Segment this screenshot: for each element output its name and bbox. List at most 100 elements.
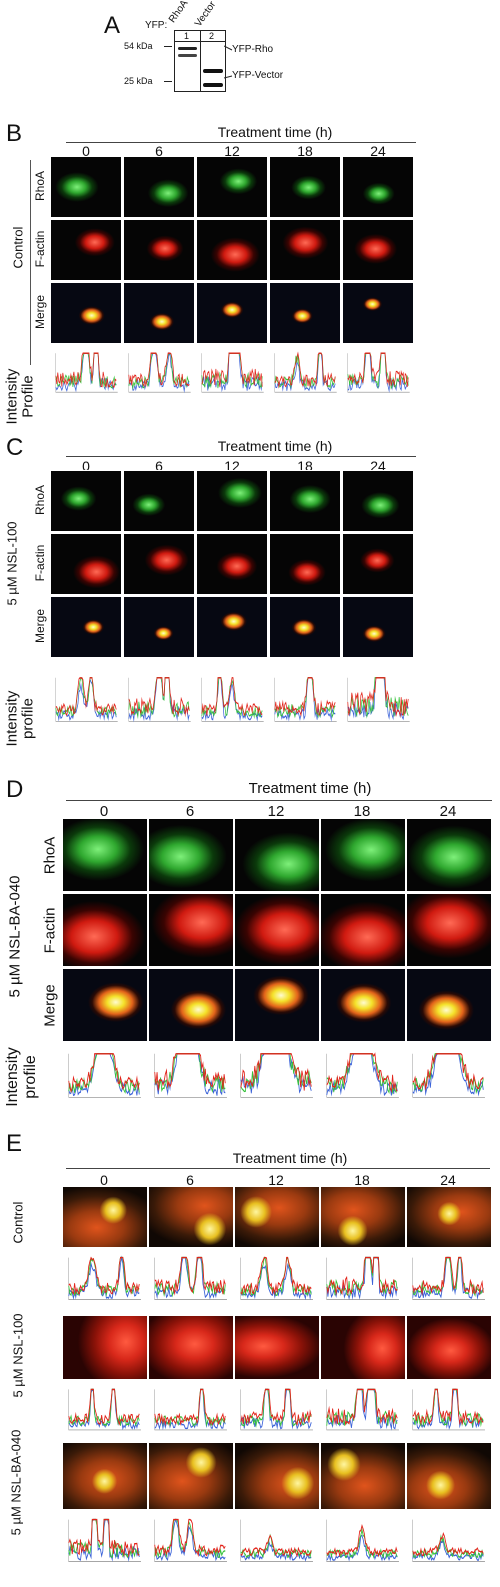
band-label-vector: YFP-Vector: [232, 70, 284, 81]
profile-label-line2: profile: [22, 1055, 39, 1099]
panel-c-green-image-1: [123, 470, 195, 532]
time-label-24h: 24: [370, 143, 386, 159]
panel-c-title-rule: [66, 456, 416, 457]
panel-b-intensity-profile-0: [50, 348, 122, 400]
panel-d-intensity-profile-4: [406, 1048, 490, 1106]
time-label-18h: 18: [353, 803, 371, 820]
row-label-factin: F-actin: [41, 907, 59, 954]
time-label-0h: 0: [99, 803, 109, 820]
panel-b-profile-label: Intensity Profile: [0, 368, 37, 428]
western-blot: 1 2: [174, 30, 226, 92]
panel-e-nsl100-intensity-profile-2: [234, 1384, 318, 1438]
panel-d-green-image-0: [62, 818, 148, 892]
lane-header-rhoa: RhoA: [166, 0, 191, 26]
panel-e-nsl100-intensity-profile-3: [320, 1384, 404, 1438]
panel-c-intensity-profile-4: [342, 672, 414, 730]
panel-b-intensity-profile-2: [196, 348, 268, 400]
panel-e-nslba040-intensity-profile-1: [148, 1514, 232, 1570]
panel-e-image-r1-c0: [62, 1315, 148, 1380]
panel-b-red-image-0: [50, 219, 122, 281]
panel-b-intensity-profile-4: [342, 348, 414, 400]
panel-b-merge-image-2: [196, 282, 268, 344]
panel-c-group-label: 5 µM NSL-100: [4, 521, 20, 606]
panel-c-green-image-3: [269, 470, 341, 532]
profile-label-line2: profile: [19, 698, 37, 739]
panel-c-red-image-3: [269, 533, 341, 595]
marker-54-tick: [164, 46, 172, 47]
panel-e-image-r0-c2: [234, 1186, 320, 1248]
panel-e-nslba040-intensity-profile-2: [234, 1514, 318, 1570]
panel-d-profile-label: Intensity profile: [0, 1044, 39, 1114]
panel-c-green-image-2: [196, 470, 268, 532]
marker-54: 54 kDa: [124, 41, 153, 51]
panel-e-control-intensity-profile-1: [148, 1252, 232, 1308]
panel-b-red-image-3: [269, 219, 341, 281]
band-vector-2: [203, 83, 223, 87]
panel-e-title-rule: [66, 1168, 490, 1169]
panel-e-nslba040-intensity-profile-4: [406, 1514, 490, 1570]
panel-e-image-r0-c1: [148, 1186, 234, 1248]
panel-b-merge-image-1: [123, 282, 195, 344]
yfp-prefix: YFP:: [145, 20, 168, 31]
panel-b-green-image-0: [50, 156, 122, 218]
time-label-18h: 18: [297, 143, 313, 159]
panel-c-merge-image-4: [342, 596, 414, 658]
panel-e-group-control: Control: [10, 1201, 26, 1244]
time-label-0h: 0: [100, 1172, 108, 1188]
panel-e-image-r2-c4: [406, 1442, 492, 1510]
panel-d-merge-image-2: [234, 968, 320, 1042]
panel-e-nsl100-intensity-profile-0: [62, 1384, 146, 1438]
panel-c-title: Treatment time (h): [217, 438, 333, 454]
panel-d-green-image-1: [148, 818, 234, 892]
panel-e-image-r1-c4: [406, 1315, 492, 1380]
time-label-0h: 0: [82, 458, 90, 474]
time-label-18h: 18: [354, 1172, 370, 1188]
marker-25-tick: [164, 81, 172, 82]
panel-d-red-image-4: [406, 893, 492, 967]
panel-b-merge-image-0: [50, 282, 122, 344]
panel-e-image-r0-c0: [62, 1186, 148, 1248]
panel-d-green-image-3: [320, 818, 406, 892]
panel-e-image-r2-c2: [234, 1442, 320, 1510]
panel-e-control-intensity-profile-0: [62, 1252, 146, 1308]
time-label-12h: 12: [268, 1172, 284, 1188]
panel-d-merge-image-0: [62, 968, 148, 1042]
panel-e-control-intensity-profile-4: [406, 1252, 490, 1308]
panel-d-red-image-2: [234, 893, 320, 967]
profile-label-line1: Intensity: [3, 690, 21, 747]
row-label-merge: Merge: [41, 984, 59, 1027]
panel-c-profile-label: Intensity profile: [0, 690, 37, 750]
panel-e-nslba040-intensity-profile-3: [320, 1514, 404, 1570]
panel-c-intensity-profile-2: [196, 672, 268, 730]
time-label-24h: 24: [439, 803, 457, 820]
panel-d-merge-image-1: [148, 968, 234, 1042]
panel-c-red-image-0: [50, 533, 122, 595]
panel-c-intensity-profile-0: [50, 672, 122, 730]
panel-b-green-image-2: [196, 156, 268, 218]
panel-b-merge-image-3: [269, 282, 341, 344]
marker-25: 25 kDa: [124, 76, 153, 86]
time-label-0h: 0: [82, 143, 90, 159]
panel-c-merge-image-0: [50, 596, 122, 658]
panel-d-label: D: [6, 776, 24, 803]
band-label-rho: YFP-Rho: [232, 44, 274, 55]
panel-b-red-image-1: [123, 219, 195, 281]
panel-d-green-image-2: [234, 818, 320, 892]
profile-label-line1: Intensity: [4, 1047, 21, 1107]
panel-e-nslba040-intensity-profile-0: [62, 1514, 146, 1570]
time-label-6h: 6: [155, 143, 163, 159]
panel-d-red-image-1: [148, 893, 234, 967]
band-vector-1: [203, 69, 223, 73]
row-label-rhoa: RhoA: [41, 836, 59, 875]
panel-c-intensity-profile-3: [269, 672, 341, 730]
panel-e-group-nslba040: 5 µM NSL-BA-040: [8, 1429, 24, 1536]
panel-c-red-image-2: [196, 533, 268, 595]
panel-d-red-image-0: [62, 893, 148, 967]
time-label-12h: 12: [267, 803, 285, 820]
panel-e-control-intensity-profile-3: [320, 1252, 404, 1308]
panel-d-red-image-3: [320, 893, 406, 967]
band-pointer-lines: [224, 45, 233, 79]
panel-b-label: B: [6, 120, 23, 147]
panel-e-image-r0-c4: [406, 1186, 492, 1248]
panel-d-title: Treatment time (h): [248, 780, 372, 797]
